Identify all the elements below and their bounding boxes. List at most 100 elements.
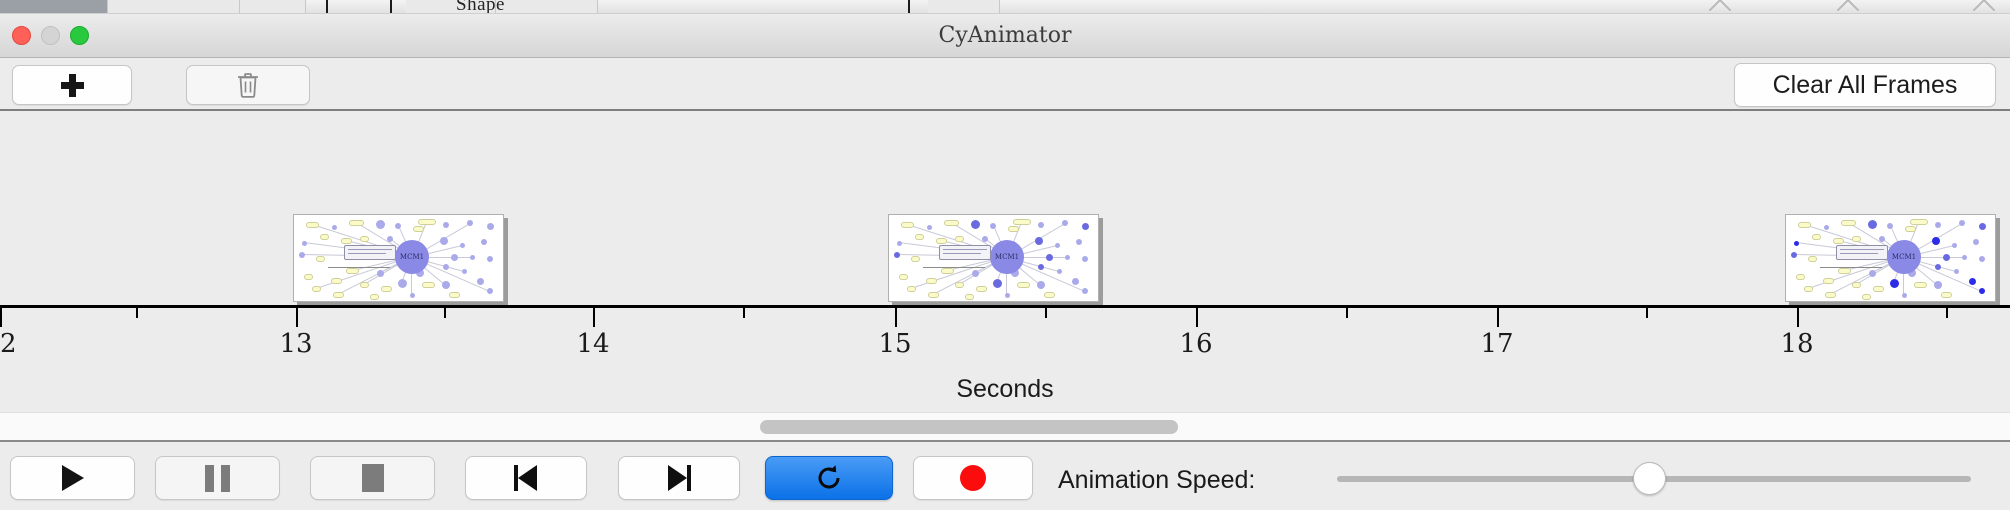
play-button[interactable] xyxy=(10,456,135,500)
frame-thumbnail[interactable]: MCM1 xyxy=(888,214,1103,306)
network-node-label xyxy=(944,220,960,226)
network-node xyxy=(1793,240,1799,246)
pause-icon xyxy=(205,464,230,492)
record-button[interactable] xyxy=(913,456,1033,500)
loop-button[interactable] xyxy=(765,456,893,500)
stop-button[interactable] xyxy=(310,456,435,500)
network-node xyxy=(1038,264,1044,270)
network-node xyxy=(1823,224,1829,230)
frame-network-view: MCM1 xyxy=(1785,214,1996,302)
network-node xyxy=(971,269,979,277)
bg-tab xyxy=(496,0,598,13)
network-node-label xyxy=(413,226,424,232)
clear-all-frames-button[interactable]: Clear All Frames xyxy=(1734,63,1996,107)
network-node xyxy=(1045,253,1053,261)
network-node-label xyxy=(1841,220,1857,226)
pause-button[interactable] xyxy=(155,456,280,500)
network-node-label xyxy=(349,220,365,226)
frame-thumbnail[interactable]: MCM1 xyxy=(293,214,508,306)
network-node-label xyxy=(341,238,352,244)
background-window-strip: Shape xyxy=(0,0,2010,14)
ruler-tick-label: 15 xyxy=(878,329,912,359)
network-node-label xyxy=(1910,219,1928,225)
scrollbar-thumb[interactable] xyxy=(760,420,1178,434)
ruler-tick-major xyxy=(296,308,298,327)
animation-speed-slider-thumb[interactable] xyxy=(1633,462,1666,495)
ruler-tick-minor xyxy=(136,308,138,318)
network-node xyxy=(1082,288,1088,294)
network-node xyxy=(1901,292,1907,298)
network-caption-line xyxy=(328,267,390,268)
network-edge xyxy=(1007,257,1067,258)
network-node xyxy=(487,256,493,262)
add-frame-button[interactable] xyxy=(12,65,132,105)
network-node xyxy=(1934,281,1942,289)
network-node-label xyxy=(312,286,321,292)
network-node xyxy=(409,292,415,298)
network-caption-line xyxy=(1820,267,1882,268)
bg-marker xyxy=(326,0,328,13)
network-node-label xyxy=(899,274,908,280)
previous-frame-button[interactable] xyxy=(465,456,587,500)
network-node-label xyxy=(941,268,955,274)
traffic-lights xyxy=(12,26,89,45)
bg-chevron-icon xyxy=(1972,0,1996,13)
network-node-label xyxy=(1044,292,1055,298)
timeline-scrollbar[interactable] xyxy=(0,412,2010,442)
network-node xyxy=(1054,242,1060,248)
network-node xyxy=(1868,269,1876,277)
minimize-window-button[interactable] xyxy=(41,26,60,45)
network-node xyxy=(467,220,473,226)
network-node-label xyxy=(1796,274,1805,280)
network-node xyxy=(1908,269,1916,277)
network-node xyxy=(481,239,487,245)
network-hub-node: MCM1 xyxy=(1887,240,1921,274)
network-node xyxy=(1071,277,1079,285)
ruler-tick-minor xyxy=(1045,308,1047,318)
network-node-label xyxy=(1852,236,1861,242)
network-node xyxy=(450,253,458,261)
network-node xyxy=(443,264,449,270)
play-icon xyxy=(61,465,84,491)
network-node xyxy=(1064,254,1070,260)
network-edge xyxy=(412,257,472,258)
network-node-label xyxy=(965,294,974,300)
ruler-tick-label: 16 xyxy=(1179,329,1213,359)
network-node xyxy=(1889,278,1899,288)
next-frame-button[interactable] xyxy=(618,456,740,500)
network-node-label xyxy=(304,274,313,280)
network-node-label xyxy=(915,234,924,240)
maximize-window-button[interactable] xyxy=(70,26,89,45)
network-node-label xyxy=(422,282,436,288)
close-window-button[interactable] xyxy=(12,26,31,45)
ruler-axis-title: Seconds xyxy=(956,375,1054,403)
skip-forward-icon xyxy=(667,465,691,491)
network-node xyxy=(990,223,996,229)
ruler-axis-line xyxy=(0,305,2010,308)
network-node xyxy=(1942,253,1950,261)
ruler-tick-major xyxy=(895,308,897,327)
trash-icon xyxy=(238,73,258,98)
network-hub-node: MCM1 xyxy=(395,240,429,274)
network-node-label xyxy=(320,234,329,240)
network-node-label xyxy=(1833,238,1844,244)
network-node-label xyxy=(1823,278,1834,284)
network-node-label xyxy=(449,292,460,298)
network-annotation-box xyxy=(344,245,396,260)
animation-speed-slider[interactable] xyxy=(1337,462,1971,495)
network-node xyxy=(1037,281,1045,289)
network-node xyxy=(387,236,393,242)
frame-thumbnail[interactable]: MCM1 xyxy=(1785,214,2000,306)
network-node xyxy=(1056,268,1062,274)
network-node xyxy=(459,242,465,248)
delete-frame-button[interactable] xyxy=(186,65,310,105)
network-node xyxy=(1951,242,1957,248)
network-node-label xyxy=(331,278,342,284)
network-node xyxy=(1035,237,1043,245)
network-node xyxy=(992,278,1002,288)
network-caption-line xyxy=(923,267,985,268)
network-node-label xyxy=(370,294,379,300)
network-node-label xyxy=(316,256,325,262)
transport-bar: Animation Speed: xyxy=(0,444,2010,510)
network-node-label xyxy=(1873,286,1884,292)
